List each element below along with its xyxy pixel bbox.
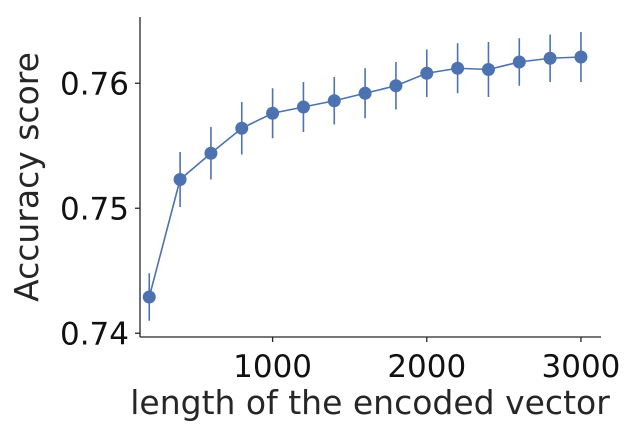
x-ticks: 1000 2000 3000 [233,337,620,385]
y-axis-label: Accuracy score [7,52,46,302]
data-point [543,51,557,65]
x-tick-label: 1000 [233,349,312,385]
y-ticks: 0.74 0.75 0.76 [60,66,140,352]
y-tick-label: 0.76 [60,66,129,102]
data-point [173,173,187,186]
x-tick-label: 2000 [387,349,466,385]
data-point [512,55,526,69]
axes [139,17,601,338]
data-point [266,106,280,120]
data-point [451,61,465,75]
data-point [420,66,434,80]
data-point [327,94,341,108]
series-layer [142,32,588,321]
data-point [142,290,156,304]
y-tick-label: 0.75 [60,191,129,227]
data-point [358,86,372,100]
data-point [574,50,588,64]
data-point [235,121,249,135]
x-axis-label: length of the encoded vector [130,383,610,422]
data-point [296,100,310,114]
data-point [389,79,403,93]
data-point [204,146,218,160]
data-point [481,63,495,76]
y-tick-label: 0.74 [60,316,129,352]
x-tick-label: 3000 [542,349,621,385]
